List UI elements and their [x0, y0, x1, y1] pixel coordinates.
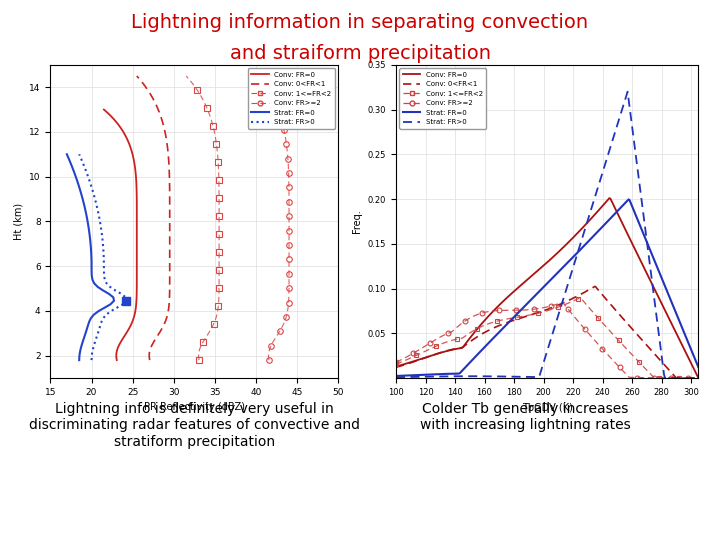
Y-axis label: Freq.: Freq.	[352, 210, 362, 233]
Text: and straiform precipitation: and straiform precipitation	[230, 44, 490, 63]
Legend: Conv: FR=0, Conv: 0<FR<1, Conv: 1<=FR<2, Conv: FR>=2, Strat: FR=0, Strat: FR>0: Conv: FR=0, Conv: 0<FR<1, Conv: 1<=FR<2,…	[400, 68, 487, 129]
Legend: Conv: FR=0, Conv: 0<FR<1, Conv: 1<=FR<2, Conv: FR>=2, Strat: FR=0, Strat: FR>0: Conv: FR=0, Conv: 0<FR<1, Conv: 1<=FR<2,…	[248, 68, 335, 129]
Text: Colder Tb generally increases
with increasing lightning rates: Colder Tb generally increases with incre…	[420, 402, 631, 433]
Text: Lightning info is definitely very useful in
discriminating radar features of con: Lightning info is definitely very useful…	[29, 402, 360, 449]
X-axis label: TbGDV (K): TbGDV (K)	[522, 402, 572, 412]
Y-axis label: Ht (km): Ht (km)	[14, 203, 24, 240]
X-axis label: PR Reflectivity (dBZ): PR Reflectivity (dBZ)	[144, 402, 245, 412]
Text: Lightning information in separating convection: Lightning information in separating conv…	[132, 14, 588, 32]
